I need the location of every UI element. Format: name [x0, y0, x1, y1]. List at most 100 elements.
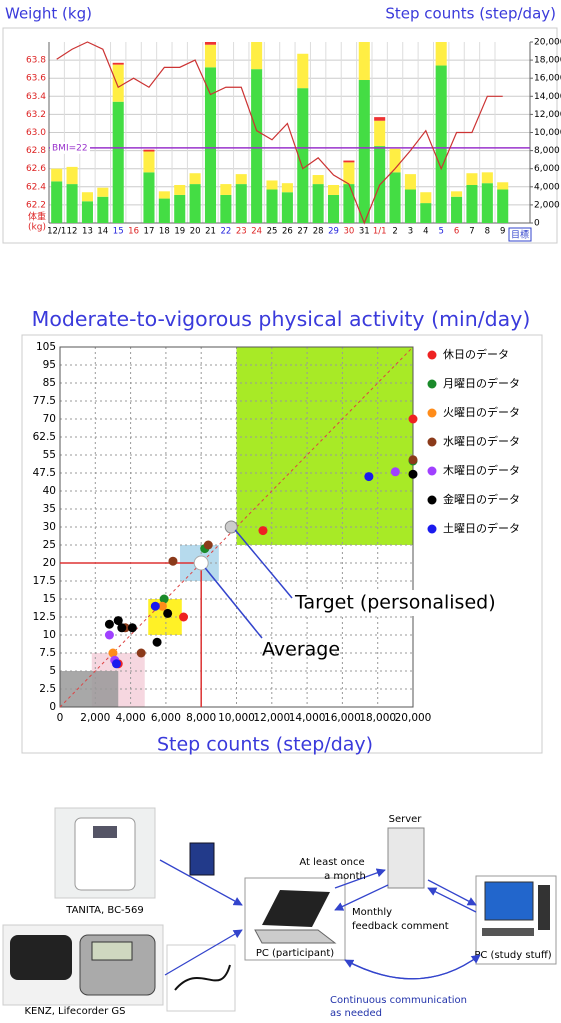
x-tick-label: 20 [190, 227, 201, 237]
y2-tick-label: 6,000 [534, 164, 560, 174]
bar-segment [159, 199, 170, 223]
bar-segment [220, 184, 231, 195]
bar-segment [282, 183, 293, 192]
bar-segment [282, 192, 293, 223]
point [168, 557, 177, 566]
legend-label: 木曜日のデータ [443, 463, 520, 477]
bar-segment [190, 173, 201, 184]
bar-segment [159, 191, 170, 198]
y-tick-label: 63.4 [26, 92, 46, 102]
y-tick-label: 2.5 [39, 683, 56, 695]
legend-label: 月曜日のデータ [443, 376, 520, 390]
x-tick-label: 18,000 [359, 712, 396, 724]
x-tick-label: 6,000 [151, 712, 181, 724]
point [409, 455, 418, 464]
point [204, 541, 213, 550]
x-tick-label: 19 [174, 227, 185, 237]
bar-segment [497, 182, 508, 189]
x-tick-label: 2,000 [80, 712, 110, 724]
y-tick-label: 62.5 [33, 431, 56, 443]
sd-card [190, 843, 214, 875]
x-tick-label: 16,000 [324, 712, 361, 724]
x-tick-label: 30 [343, 227, 354, 237]
y2-tick-label: 2,000 [534, 200, 560, 210]
x-tick-label: 26 [282, 227, 293, 237]
y2-tick-label: 10,000 [534, 128, 561, 138]
x-axis-title: Step counts (step/day) [157, 734, 373, 756]
y2-tick-label: 14,000 [534, 92, 561, 102]
bar-segment [374, 121, 385, 146]
bar-segment [143, 152, 154, 173]
x-tick-label: 31 [359, 227, 370, 237]
bar-segment [174, 185, 185, 195]
bar-segment [405, 190, 416, 223]
x-tick-label: 27 [297, 227, 308, 237]
y-tick-label: 0 [49, 701, 56, 713]
point [114, 616, 123, 625]
edge-label: Continuous communication [330, 995, 467, 1006]
x-tick-label: 10,000 [218, 712, 255, 724]
bar-segment [420, 192, 431, 203]
x-tick-label: 14 [97, 227, 108, 237]
bar-segment [451, 191, 462, 196]
point [151, 602, 160, 611]
x-tick-label: 4 [423, 227, 428, 237]
bar-segment [251, 69, 262, 223]
y-tick-label: 95 [43, 359, 56, 371]
legend-label: 火曜日のデータ [443, 405, 520, 419]
y2-tick-label: 0 [534, 219, 540, 229]
x-tick-label: 9 [500, 227, 505, 237]
pedometer-label: KENZ, Lifecorder GS [24, 1006, 125, 1017]
y2-tick-label: 16,000 [534, 74, 561, 84]
y-tick-label: 7.5 [39, 647, 56, 659]
arrow [428, 888, 476, 912]
bar-segment [451, 197, 462, 223]
point [258, 526, 267, 535]
y-tick-label: 77.5 [33, 395, 56, 407]
y-tick-label: 85 [43, 377, 56, 389]
pc-tower [538, 885, 550, 930]
legend-label: 水曜日のデータ [443, 434, 520, 448]
reference-label: BMI=22 [52, 143, 88, 153]
bar-segment [297, 54, 308, 88]
y-tick-label: 30 [43, 521, 56, 533]
y-tick-label: 62.4 [26, 182, 46, 192]
bar-segment [82, 192, 93, 201]
left-header: Weight (kg) [5, 5, 92, 23]
point [391, 467, 400, 476]
scale-display [93, 826, 117, 838]
x-tick-label: 18 [159, 227, 170, 237]
bar-segment [343, 161, 354, 163]
y2-tick-label: 12,000 [534, 110, 561, 120]
x-tick-label: 8,000 [186, 712, 216, 724]
bar-segment [266, 190, 277, 223]
x-tick-label: 7 [469, 227, 474, 237]
x-tick-label: 16 [128, 227, 139, 237]
bar-segment [328, 195, 339, 223]
legend-label: 金曜日のデータ [443, 492, 520, 506]
x-tick-label: 23 [236, 227, 247, 237]
right-header: Step counts (step/day) [385, 5, 556, 23]
bar-segment [67, 167, 78, 184]
point [105, 620, 114, 629]
y2-tick-label: 8,000 [534, 146, 560, 156]
x-tick-label: 3 [408, 227, 413, 237]
y2-tick-label: 4,000 [534, 182, 560, 192]
point [105, 631, 114, 640]
x-tick-label: 29 [328, 227, 339, 237]
bar-segment [143, 150, 154, 152]
legend-marker [428, 467, 437, 476]
y-unit-label: 体重 [28, 211, 46, 223]
point [137, 649, 146, 658]
bar-segment [390, 172, 401, 223]
legend-marker [428, 438, 437, 447]
x-tick-label: 14,000 [289, 712, 326, 724]
bar-segment [51, 181, 62, 223]
bar-segment [328, 185, 339, 195]
x-tick-label: 6 [454, 227, 459, 237]
legend-marker [428, 525, 437, 534]
bar-segment [466, 173, 477, 185]
bar-segment [251, 42, 262, 69]
weight-steps-chart: Weight (kg)Step counts (step/day)62.262.… [3, 5, 561, 244]
bar-segment [205, 45, 216, 68]
